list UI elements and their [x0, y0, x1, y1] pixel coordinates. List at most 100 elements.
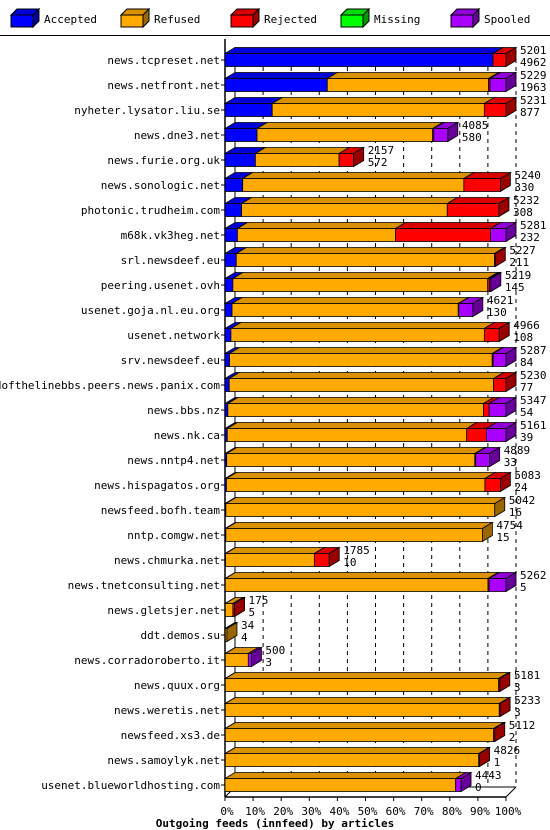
bar-segment-rejected — [338, 153, 355, 167]
bar-segment-spooled — [433, 128, 449, 142]
bar-segment-refused — [227, 403, 484, 417]
bar-end-side — [479, 746, 490, 768]
bar-segment-refused — [242, 178, 465, 192]
value-label-total: 5083 — [514, 469, 541, 482]
value-label-accepted: 5 — [520, 581, 527, 594]
value-label-total: 5262 — [520, 569, 547, 582]
bar-segment-refused — [271, 103, 485, 117]
bar-segment-refused — [224, 703, 500, 717]
value-label-total: 5229 — [520, 69, 547, 82]
legend-swatch-refused — [120, 14, 144, 28]
value-label-total: 5281 — [520, 219, 547, 232]
bar-segment-accepted — [224, 278, 234, 292]
bar-end-side — [481, 521, 493, 543]
bar-segment-top — [224, 497, 507, 504]
category-label: peering.usenet.ovh — [101, 279, 220, 292]
x-tick-label: 90% — [470, 805, 490, 818]
bar-segment-spooled — [455, 778, 462, 792]
value-label-total: 5201 — [520, 44, 547, 57]
legend-swatch-missing — [340, 14, 364, 28]
value-label-accepted: 10 — [343, 556, 356, 569]
bar-segment-refused — [226, 428, 468, 442]
value-label-accepted: 1 — [494, 756, 501, 769]
legend-label-spooled: Spooled — [484, 13, 530, 26]
category-label: newsfeed.xs3.de — [121, 729, 220, 742]
value-label-accepted: 84 — [520, 356, 534, 369]
bar-segment-accepted — [224, 328, 232, 342]
category-label: news.hispagatos.org — [94, 479, 220, 492]
value-label-accepted: 330 — [514, 181, 534, 194]
bar-segment-spooled — [488, 403, 507, 417]
x-tick-label: 20% — [273, 805, 293, 818]
category-label: srl.newsdeef.eu — [121, 254, 220, 267]
bar-segment-top — [223, 772, 468, 779]
value-label-accepted: 3 — [265, 656, 272, 669]
x-tick-label: 10% — [245, 805, 265, 818]
bar-segment-rejected — [313, 553, 330, 567]
bar-segment-accepted — [224, 53, 494, 67]
value-label-total: 4621 — [487, 294, 514, 307]
bar-segment-top — [235, 222, 408, 229]
value-label-total: 5161 — [520, 419, 547, 432]
bar-segment-accepted — [224, 178, 244, 192]
value-label-total: 5112 — [509, 719, 536, 732]
legend-label-rejected: Rejected — [264, 13, 317, 26]
bar-segment-top — [224, 472, 497, 479]
value-label-total: 5347 — [520, 394, 547, 407]
x-tick-label: 50% — [358, 805, 378, 818]
bar-segment-refused — [224, 728, 495, 742]
bar-segment-refused — [235, 253, 495, 267]
value-label-accepted: 3 — [514, 681, 521, 694]
bar-segment-spooled — [475, 453, 491, 467]
bar-end-side — [505, 46, 517, 68]
bar-segment-refused — [230, 328, 485, 342]
bar-segment-rejected — [483, 103, 507, 117]
bar-end-side — [505, 571, 517, 593]
bar-segment-refused — [224, 778, 457, 792]
bar-segment-refused — [226, 453, 476, 467]
value-label-total: 5233 — [514, 694, 541, 707]
bar-segment-refused — [326, 78, 489, 92]
bar-segment-refused — [224, 678, 500, 692]
bar-end-side — [499, 671, 511, 693]
legend-swatch-rejected — [230, 14, 254, 28]
category-label: news.chmurka.net — [114, 554, 220, 567]
bar-segment-rejected — [483, 403, 490, 417]
category-label: nyheter.lysator.liu.se — [74, 104, 220, 117]
bar-segment-rejected — [493, 378, 507, 392]
value-label-total: 5181 — [514, 669, 541, 682]
plot-floor-right — [505, 786, 517, 798]
bar-end-side — [505, 396, 517, 418]
bar-end-side — [505, 371, 517, 393]
bar-segment-spooled — [490, 228, 507, 242]
value-label-accepted: 39 — [520, 431, 533, 444]
bar-end-side — [498, 196, 510, 218]
legend-swatch-spooled — [450, 14, 474, 28]
value-label-accepted: 108 — [513, 331, 533, 344]
category-label: news.nk.ca — [154, 429, 220, 442]
legend-label-accepted: Accepted — [44, 13, 97, 26]
bar-segment-refused — [224, 653, 249, 667]
value-label-accepted: 5 — [249, 606, 256, 619]
bar-segment-refused — [226, 478, 486, 492]
bar-segment-top — [223, 697, 511, 704]
bar-segment-accepted — [224, 203, 242, 217]
bar-end-side — [505, 421, 517, 443]
bar-end-side — [489, 446, 501, 468]
bar-segment-spooled — [492, 353, 507, 367]
value-label-accepted: 3 — [514, 706, 521, 719]
bar-end-side — [499, 171, 511, 193]
bar-end-side — [353, 146, 365, 168]
bar-end-side — [505, 96, 517, 118]
value-label-accepted: 33 — [504, 456, 517, 469]
bar-segment-refused — [225, 503, 496, 517]
bar-segment-refused — [229, 353, 493, 367]
bar-segment-accepted — [224, 78, 328, 92]
value-label-total: 5232 — [513, 194, 540, 207]
bar-segment-spooled — [458, 303, 474, 317]
bar-segment-refused — [241, 203, 448, 217]
bar-segment-refused — [225, 528, 483, 542]
bar-segment-accepted — [224, 378, 230, 392]
value-label-accepted: 130 — [487, 306, 507, 319]
